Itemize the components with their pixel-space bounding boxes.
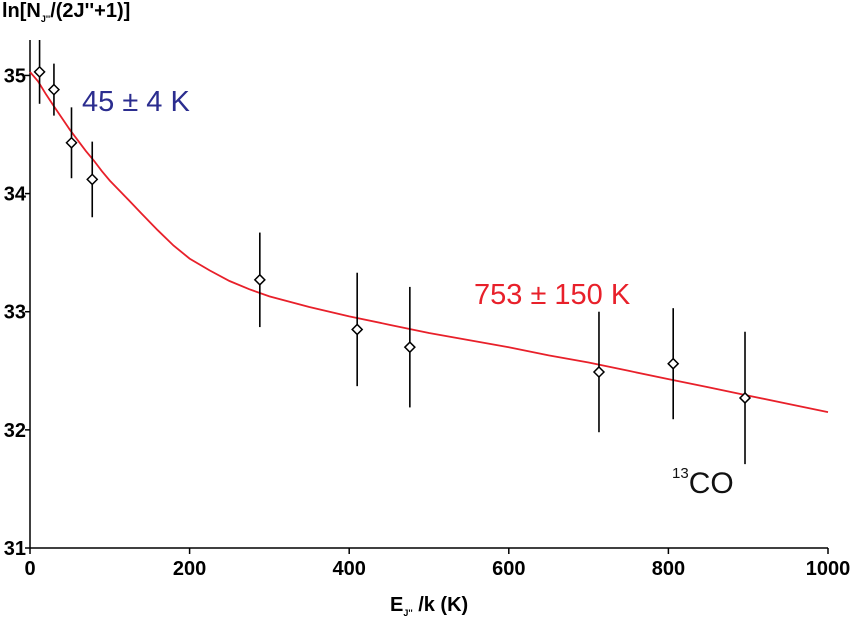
fit-curve-layer xyxy=(29,71,829,413)
diamond-marker xyxy=(351,323,364,336)
diamond-marker xyxy=(253,273,266,286)
data-point xyxy=(351,272,364,387)
diamond-marker xyxy=(667,357,680,370)
data-point xyxy=(667,308,680,420)
y-axis-label: ln[NJ''/(2J''+1)] xyxy=(2,0,131,24)
data-point xyxy=(33,40,46,104)
data-point xyxy=(403,286,416,408)
x-tick-label: 800 xyxy=(652,558,685,580)
data-point xyxy=(65,107,78,179)
diamond-marker xyxy=(403,341,416,354)
data-point xyxy=(47,63,61,116)
diamond-marker xyxy=(65,136,78,149)
data-point xyxy=(253,232,266,328)
fit-curve xyxy=(29,71,829,413)
axes xyxy=(29,40,828,549)
ticks: 0 200 400 600 800 1000 31 32 33 34 35 xyxy=(4,65,851,580)
x-tick-label: 200 xyxy=(173,558,206,580)
x-tick-label: 0 xyxy=(24,558,35,580)
y-tick-label: 31 xyxy=(4,538,26,560)
diamond-marker xyxy=(738,391,752,405)
x-tick-label: 1000 xyxy=(806,558,851,580)
diamond-marker xyxy=(86,173,99,186)
species-label: 13CO xyxy=(672,465,734,500)
low-temperature-annotation: 45 ± 4 K xyxy=(82,86,190,118)
x-tick-label: 600 xyxy=(492,558,525,580)
x-tick-label: 400 xyxy=(333,558,366,580)
diamond-marker xyxy=(592,365,606,379)
x-axis-label: EJ'' /k (K) xyxy=(390,594,469,618)
data-point xyxy=(86,141,99,218)
y-tick-label: 33 xyxy=(4,302,26,324)
data-point xyxy=(738,331,752,465)
diamond-marker xyxy=(47,83,61,96)
high-temperature-annotation: 753 ± 150 K xyxy=(474,279,631,311)
y-tick-label: 32 xyxy=(4,420,26,442)
y-tick-label: 34 xyxy=(4,184,27,206)
data-point xyxy=(592,311,606,433)
y-tick-label: 35 xyxy=(4,65,26,87)
diamond-marker xyxy=(33,65,46,78)
data-points-layer xyxy=(33,40,752,465)
